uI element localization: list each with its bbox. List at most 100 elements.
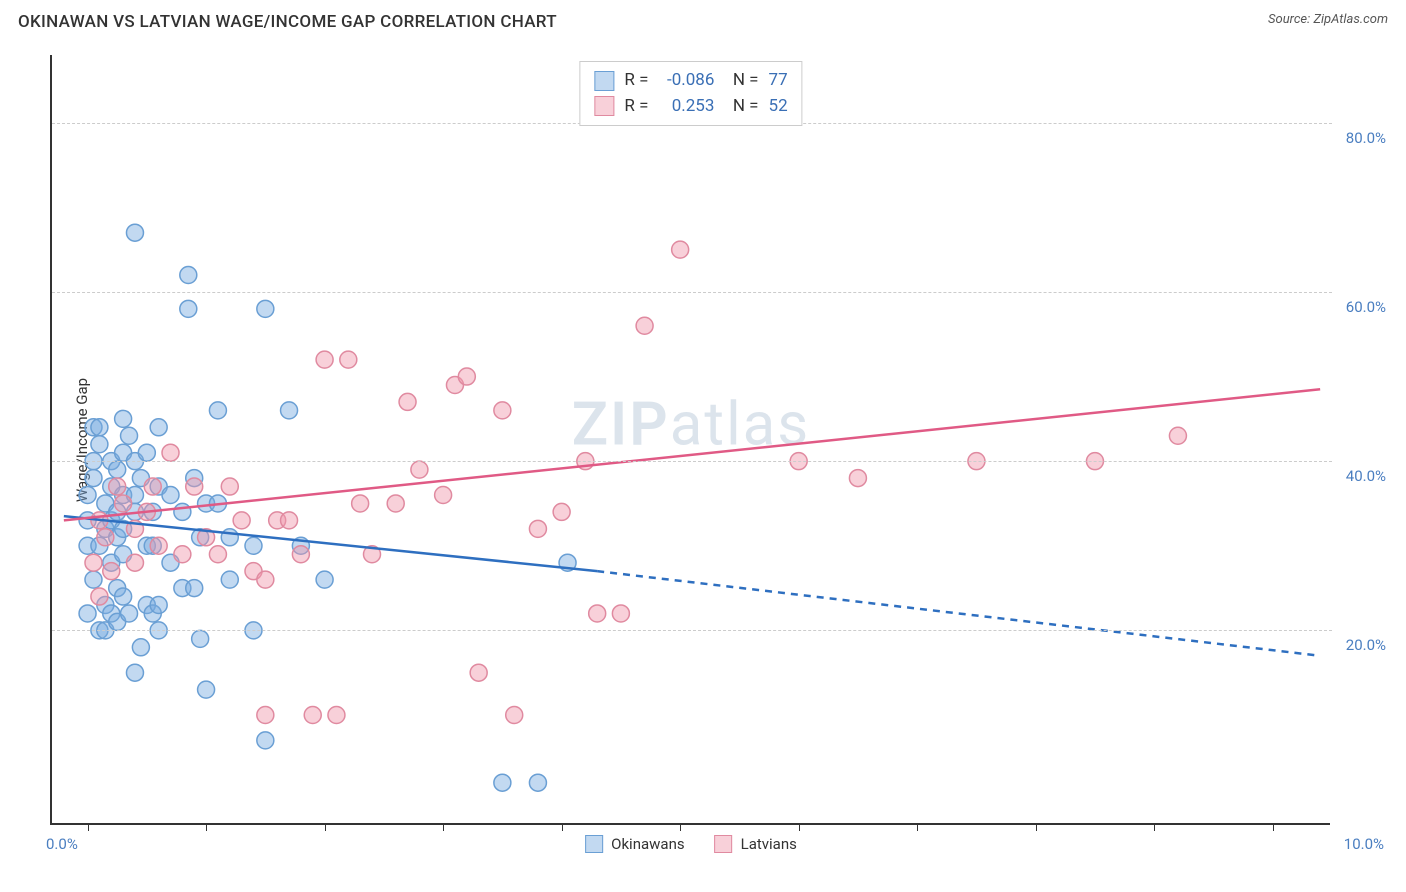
data-point <box>91 588 108 605</box>
data-point <box>221 571 238 588</box>
data-point <box>328 707 345 724</box>
data-point <box>209 546 226 563</box>
legend-swatch-latvians <box>594 96 614 116</box>
data-point <box>144 478 161 495</box>
data-point <box>612 605 629 622</box>
x-tick <box>917 823 918 831</box>
data-point <box>162 487 179 504</box>
data-point <box>174 503 191 520</box>
data-point <box>162 444 179 461</box>
data-point <box>180 300 197 317</box>
data-point <box>192 630 209 647</box>
data-point <box>126 554 143 571</box>
scatter-plot-svg <box>52 55 1332 825</box>
data-point <box>352 495 369 512</box>
data-point <box>316 571 333 588</box>
data-point <box>233 512 250 529</box>
r-value-latvians: 0.253 <box>658 94 714 120</box>
x-tick <box>88 823 89 831</box>
data-point <box>292 546 309 563</box>
data-point <box>91 436 108 453</box>
data-point <box>126 664 143 681</box>
x-tick <box>1036 823 1037 831</box>
data-point <box>257 707 274 724</box>
data-point <box>138 444 155 461</box>
n-value-latvians: 52 <box>769 94 788 120</box>
data-point <box>340 351 357 368</box>
data-point <box>506 707 523 724</box>
data-point <box>209 402 226 419</box>
data-point <box>399 393 416 410</box>
gridline <box>52 461 1332 462</box>
data-point <box>186 478 203 495</box>
data-point <box>636 317 653 334</box>
x-axis-min-label: 0.0% <box>46 835 78 853</box>
data-point <box>304 707 321 724</box>
data-point <box>281 402 298 419</box>
x-tick <box>1154 823 1155 831</box>
data-point <box>97 529 114 546</box>
data-point <box>529 774 546 791</box>
data-point <box>257 300 274 317</box>
data-point <box>1169 427 1186 444</box>
data-point <box>494 402 511 419</box>
data-point <box>186 580 203 597</box>
source-credit: Source: ZipAtlas.com <box>1268 12 1388 27</box>
data-point <box>435 487 452 504</box>
series-legend: Okinawans Latvians <box>585 835 797 853</box>
data-point <box>589 605 606 622</box>
data-point <box>121 605 138 622</box>
data-point <box>198 681 215 698</box>
gridline <box>52 292 1332 293</box>
x-tick <box>325 823 326 831</box>
data-point <box>126 224 143 241</box>
data-point <box>85 470 102 487</box>
y-tick-label: 40.0% <box>1346 467 1386 485</box>
data-point <box>494 774 511 791</box>
data-point <box>221 529 238 546</box>
data-point <box>85 571 102 588</box>
y-tick-label: 60.0% <box>1346 298 1386 316</box>
data-point <box>79 605 96 622</box>
data-point <box>245 537 262 554</box>
chart-title: OKINAWAN VS LATVIAN WAGE/INCOME GAP CORR… <box>18 12 557 32</box>
legend-swatch-bottom-latvians <box>715 835 733 853</box>
trend-line <box>64 389 1320 520</box>
data-point <box>79 487 96 504</box>
legend-item-okinawans: Okinawans <box>585 835 684 853</box>
data-point <box>103 563 120 580</box>
data-point <box>150 537 167 554</box>
x-tick <box>680 823 681 831</box>
data-point <box>221 478 238 495</box>
x-tick <box>799 823 800 831</box>
data-point <box>91 419 108 436</box>
n-value-okinawans: 77 <box>769 68 788 94</box>
x-tick <box>206 823 207 831</box>
data-point <box>85 554 102 571</box>
data-point <box>115 495 132 512</box>
data-point <box>529 520 546 537</box>
plot-area: ZIPatlas R = -0.086 N = 77 R = 0.253 N =… <box>50 55 1330 825</box>
data-point <box>849 470 866 487</box>
legend-row-okinawans: R = -0.086 N = 77 <box>594 68 787 94</box>
y-tick-label: 20.0% <box>1346 636 1386 654</box>
data-point <box>458 368 475 385</box>
legend-swatch-okinawans <box>594 71 614 91</box>
data-point <box>316 351 333 368</box>
x-axis-max-label: 10.0% <box>1344 835 1384 853</box>
data-point <box>109 461 126 478</box>
data-point <box>257 732 274 749</box>
trend-line <box>597 571 1320 656</box>
data-point <box>150 419 167 436</box>
data-point <box>672 241 689 258</box>
x-tick <box>562 823 563 831</box>
chart-container: Wage/Income Gap ZIPatlas R = -0.086 N = … <box>50 55 1390 825</box>
r-value-okinawans: -0.086 <box>658 68 714 94</box>
gridline <box>52 630 1332 631</box>
data-point <box>132 639 149 656</box>
y-tick-label: 80.0% <box>1346 129 1386 147</box>
x-tick <box>1273 823 1274 831</box>
data-point <box>387 495 404 512</box>
data-point <box>174 546 191 563</box>
data-point <box>109 478 126 495</box>
